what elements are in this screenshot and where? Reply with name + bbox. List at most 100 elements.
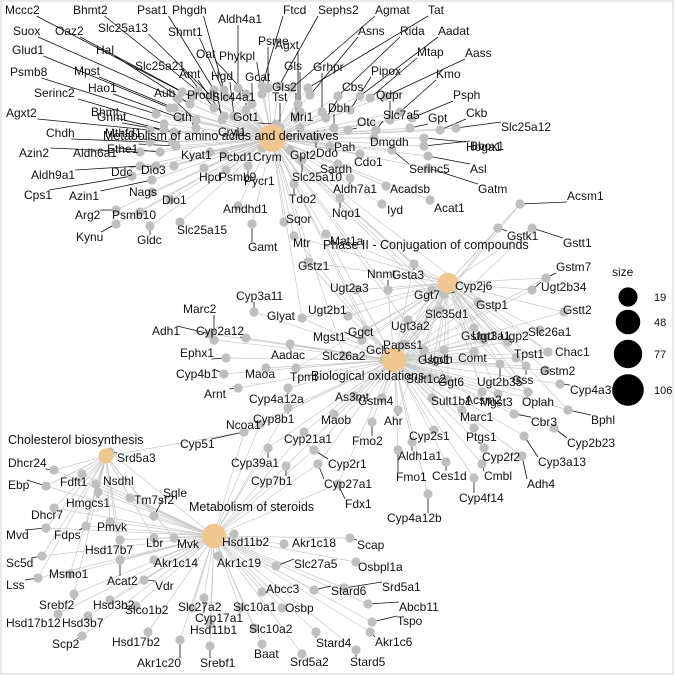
gene-node-auh — [191, 115, 201, 125]
gene-label-fmo2: Fmo2 — [352, 434, 383, 448]
gene-label-cyp2a12: Cyp2a12 — [196, 324, 244, 338]
gene-node-slc10a2 — [249, 623, 259, 633]
gene-node-ephx1 — [221, 353, 231, 363]
leader-srd5a1 — [343, 581, 383, 589]
gene-label-gstt2: Gstt2 — [563, 303, 592, 317]
gene-node-ugt3a1 — [479, 335, 489, 345]
gene-node-agxt2 — [145, 125, 155, 135]
gene-node-fmo2 — [367, 417, 377, 427]
gene-node-mvk — [169, 533, 179, 543]
gene-label-gldc: Gldc — [137, 233, 162, 247]
edge-nnmt-0 — [271, 137, 389, 291]
gene-label-psmb9: Psmb9 — [219, 170, 257, 184]
gene-label-amdhd1: Amdhd1 — [223, 202, 268, 216]
gene-node-bhmt — [159, 125, 169, 135]
gene-label-nqo1: Nqo1 — [332, 206, 361, 220]
gene-node-mpst — [169, 103, 179, 113]
gene-node-pipox — [345, 105, 355, 115]
gene-label-ugt2a3: Ugt2a3 — [330, 281, 369, 295]
leader-ftcd — [261, 15, 284, 87]
edge-azin1-0 — [151, 137, 273, 181]
gene-node-hsd3b2 — [105, 595, 115, 605]
gene-label-arnt: Arnt — [204, 387, 227, 401]
gene-node-fmo1 — [393, 445, 403, 455]
edge-slc26a1-1 — [447, 282, 541, 331]
gene-node-aadac — [285, 339, 295, 349]
gene-label-slc26a1: Slc26a1 — [528, 325, 572, 339]
gene-label-otc: Otc — [357, 115, 376, 129]
leader-psmb8 — [41, 77, 157, 115]
gene-label-osbp: Osbp — [285, 601, 314, 615]
gene-label-dbh: Dbh — [328, 101, 350, 115]
gene-node-slc7a5 — [371, 125, 381, 135]
gene-label-prodh: Prodh — [187, 88, 219, 102]
edge-mtr-1 — [293, 235, 449, 284]
gene-label-slc26a2: Slc26a2 — [322, 349, 366, 363]
edge-cyp2f2-2 — [393, 359, 485, 449]
leader-azin2 — [50, 147, 141, 153]
gene-label-akr1c14: Akr1c14 — [154, 556, 198, 570]
edge-cyp21a1-3 — [213, 431, 305, 537]
gene-label-aass: Aass — [465, 46, 492, 60]
gene-label-phykpl: Phykpl — [219, 49, 255, 63]
leader-abcb11 — [367, 601, 400, 605]
gene-label-ugt2b35: Ugt2b35 — [477, 375, 523, 389]
leader-gstt1 — [531, 227, 564, 239]
gene-label-abcb11: Abcb11 — [399, 600, 439, 614]
edge-gstm1-2 — [393, 327, 475, 361]
gene-label-hmgcs1: Hmgcs1 — [66, 496, 110, 510]
gene-label-hsd3b7: Hsd3b7 — [62, 616, 104, 630]
edge-cbr3-2 — [393, 359, 515, 415]
leader-bhmt2 — [104, 15, 199, 92]
gene-label-agxt2: Agxt2 — [6, 106, 37, 120]
gene-label-stard4: Stard4 — [316, 636, 352, 650]
legend-label-19: 19 — [654, 292, 666, 304]
gene-label-arg2: Arg2 — [75, 208, 101, 222]
gene-node-gstp1 — [473, 297, 483, 307]
gene-label-scap: Scap — [357, 538, 385, 552]
edge-gstm4-1 — [381, 282, 449, 399]
edge-slc26a2-0 — [271, 137, 345, 357]
gene-node-msmo1 — [65, 569, 75, 579]
gene-label-sult1b1: Sult1b1 — [431, 394, 472, 408]
edge-gclc-0 — [271, 137, 385, 361]
edge-msmo1-3 — [69, 535, 215, 575]
leader-agxt2 — [37, 118, 151, 131]
gene-node-psat1 — [209, 85, 219, 95]
gene-label-azin2: Azin2 — [19, 146, 49, 160]
leader-suox — [38, 36, 179, 100]
gene-node-gnmt — [169, 127, 179, 137]
edge-glyat-0 — [271, 137, 303, 319]
gene-label-srd5a2: Srd5a2 — [290, 655, 329, 669]
gene-label-srebf2: Srebf2 — [39, 598, 75, 612]
gene-node-nags — [147, 187, 157, 197]
gene-label-fdx1: Fdx1 — [345, 497, 372, 511]
edge-cyp4a12b-2 — [393, 359, 429, 495]
gene-label-aldh4a1: Aldh4a1 — [218, 12, 262, 26]
gene-label-tat: Tat — [428, 3, 445, 17]
gene-node-cdo1 — [355, 149, 365, 159]
gene-label-ugt3a1: Ugt3a1 — [472, 329, 511, 343]
edge-hsd17b2-3 — [147, 535, 215, 633]
gene-node-bhmt2 — [193, 86, 203, 96]
term-label-metabolism-of-steroids: Metabolism of steroids — [189, 500, 314, 514]
gene-label-akr1c6: Akr1c6 — [375, 635, 413, 649]
gene-node-pycr1 — [243, 161, 253, 171]
gene-node-kynu — [111, 219, 121, 229]
gene-label-ethe1: Ethe1 — [107, 142, 139, 156]
gene-label-psph: Psph — [453, 88, 480, 102]
gene-node-mtr — [289, 231, 299, 241]
leader-oaz2 — [80, 36, 193, 98]
gene-label-mat1a: Mat1a — [330, 234, 364, 248]
gene-node-ces1d — [441, 457, 451, 467]
gene-node-dio1 — [165, 195, 175, 205]
leader-tat — [307, 15, 429, 89]
gene-label-ugp2: Ugp2 — [500, 329, 529, 343]
gene-node-mtap — [365, 93, 375, 103]
gene-label-ggt7: Ggt7 — [414, 288, 440, 302]
gene-label-kynu: Kynu — [76, 230, 103, 244]
gene-node-srd5a2 — [297, 649, 307, 659]
gene-node-hmgcs1 — [93, 487, 103, 497]
edge-ncoa1-3 — [213, 423, 261, 537]
gene-label-ahr: Ahr — [384, 414, 403, 428]
